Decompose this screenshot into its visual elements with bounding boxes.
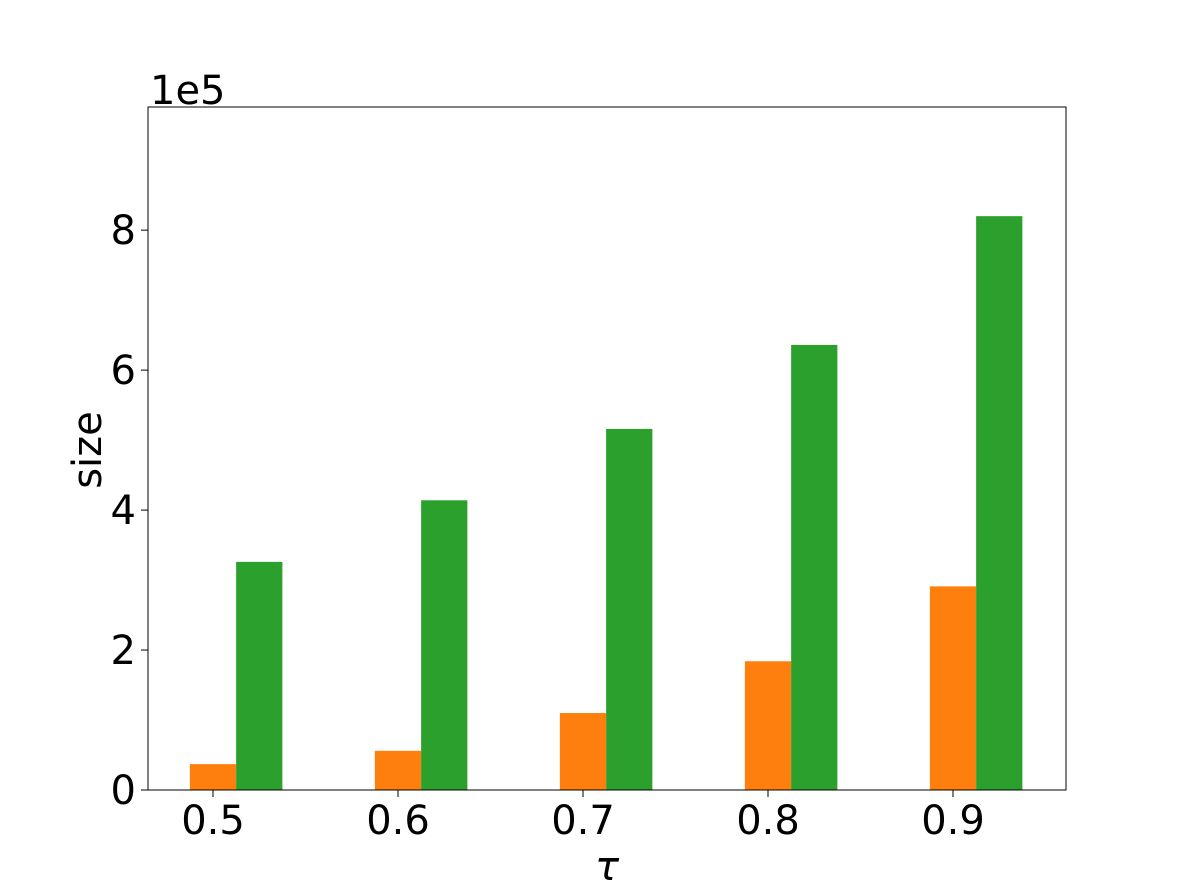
y-tick-label: 0 (111, 768, 136, 814)
bar (559, 713, 607, 790)
x-tick-label: 0.8 (736, 798, 800, 844)
x-axis-label: τ (595, 844, 620, 888)
bar (421, 500, 468, 790)
y-tick-label: 4 (111, 488, 136, 534)
y-tick-label: 8 (111, 208, 136, 254)
bar (744, 661, 792, 790)
bar (236, 561, 283, 790)
bar (606, 428, 653, 790)
bar (929, 586, 977, 790)
y-axis-label: size (65, 411, 111, 489)
x-tick-label: 0.5 (181, 798, 245, 844)
y-tick-label: 6 (111, 348, 136, 394)
x-tick-label: 0.7 (551, 798, 615, 844)
bar (189, 764, 237, 790)
x-tick-label: 0.6 (366, 798, 430, 844)
bar (791, 344, 838, 790)
y-offset-text: 1e5 (150, 68, 226, 114)
bar (976, 216, 1023, 790)
plot-frame (147, 106, 1067, 791)
bar (374, 750, 422, 790)
y-tick-label: 2 (111, 628, 136, 674)
x-tick-label: 0.9 (921, 798, 985, 844)
